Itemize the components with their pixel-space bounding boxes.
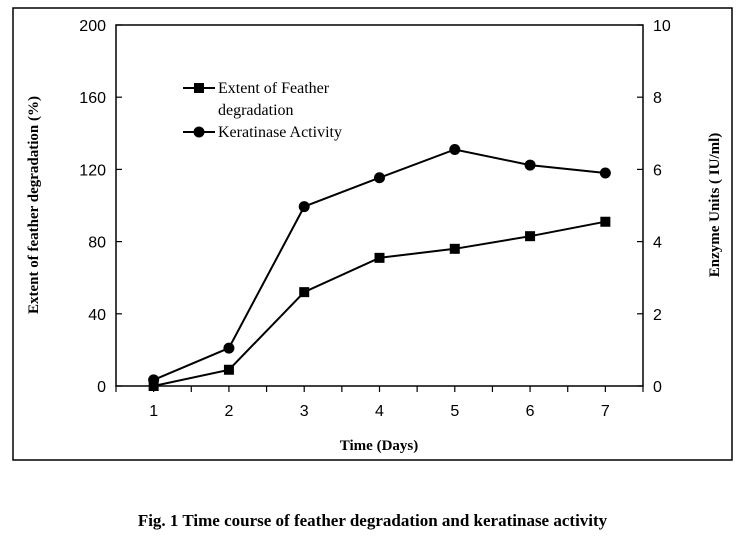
left-axis-tick-label: 160 <box>79 90 106 107</box>
series-2-line <box>153 148 606 381</box>
series-2-point <box>148 374 160 386</box>
left-axis-tick-label: 200 <box>79 18 106 35</box>
legend-label-2: Keratinase Activity <box>218 124 342 141</box>
left-axis-tick-label: 40 <box>88 307 106 324</box>
series-layer <box>148 144 611 391</box>
x-axis: 1 2 3 4 5 6 7 <box>115 386 644 420</box>
right-axis: 0 2 4 6 8 10 <box>637 18 671 396</box>
series-1-point <box>600 216 611 227</box>
right-axis-tick-label: 0 <box>653 379 662 396</box>
figure-border <box>12 7 733 461</box>
series-1-point <box>299 287 310 298</box>
legend-marker-2 <box>193 126 205 138</box>
left-axis-title: Extent of feather degradation (%) <box>26 96 42 314</box>
right-axis-tick-label: 8 <box>653 90 662 107</box>
right-axis-tick-label: 10 <box>653 18 671 35</box>
series-2-point <box>374 172 385 184</box>
left-axis-tick-label: 80 <box>88 235 106 252</box>
series-2-point <box>599 167 611 179</box>
legend-label-1: Extent of Feather <box>218 80 330 97</box>
legend: Extent of Feather degradation Keratinase A… <box>183 80 342 141</box>
x-axis-tick-label: 2 <box>224 403 233 420</box>
series-1-point <box>449 243 460 254</box>
series-1-point <box>148 381 159 391</box>
series-2-point <box>524 159 536 171</box>
figure-caption: Fig. 1 Time course of feather degradatio… <box>137 511 608 530</box>
plot-area <box>115 24 644 387</box>
series-1-point <box>525 231 536 242</box>
x-axis-tick-label: 4 <box>375 403 384 420</box>
x-axis-tick-label: 6 <box>526 403 535 420</box>
x-axis-tick-label: 7 <box>601 403 610 420</box>
left-axis-tick-label: 120 <box>79 162 106 179</box>
legend-label-1: degradation <box>218 102 294 119</box>
right-axis-tick-label: 2 <box>653 307 662 324</box>
left-axis-tick-label: 0 <box>97 379 106 396</box>
series-2-point <box>223 342 235 354</box>
left-axis: 0 40 80 120 160 200 <box>79 18 122 396</box>
right-axis-tick-label: 6 <box>653 162 662 179</box>
right-axis-title: Enzyme Units ( IU/ml) <box>707 133 723 278</box>
series-1-point <box>223 364 234 375</box>
x-axis-tick-label: 3 <box>300 403 309 420</box>
right-axis-tick-label: 4 <box>653 235 662 252</box>
series-2-point <box>449 144 461 156</box>
series-1-point <box>374 252 385 263</box>
series-1-line <box>153 220 606 387</box>
x-axis-tick-label: 1 <box>149 403 158 420</box>
x-axis-title: Time (Days) <box>340 438 418 454</box>
legend-marker-1 <box>194 83 204 93</box>
x-axis-tick-label: 5 <box>450 403 459 420</box>
series-2-point <box>298 201 310 213</box>
